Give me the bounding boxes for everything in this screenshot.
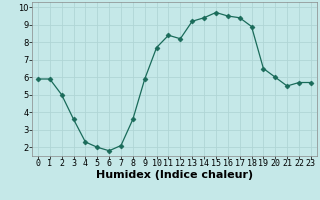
X-axis label: Humidex (Indice chaleur): Humidex (Indice chaleur) (96, 170, 253, 180)
